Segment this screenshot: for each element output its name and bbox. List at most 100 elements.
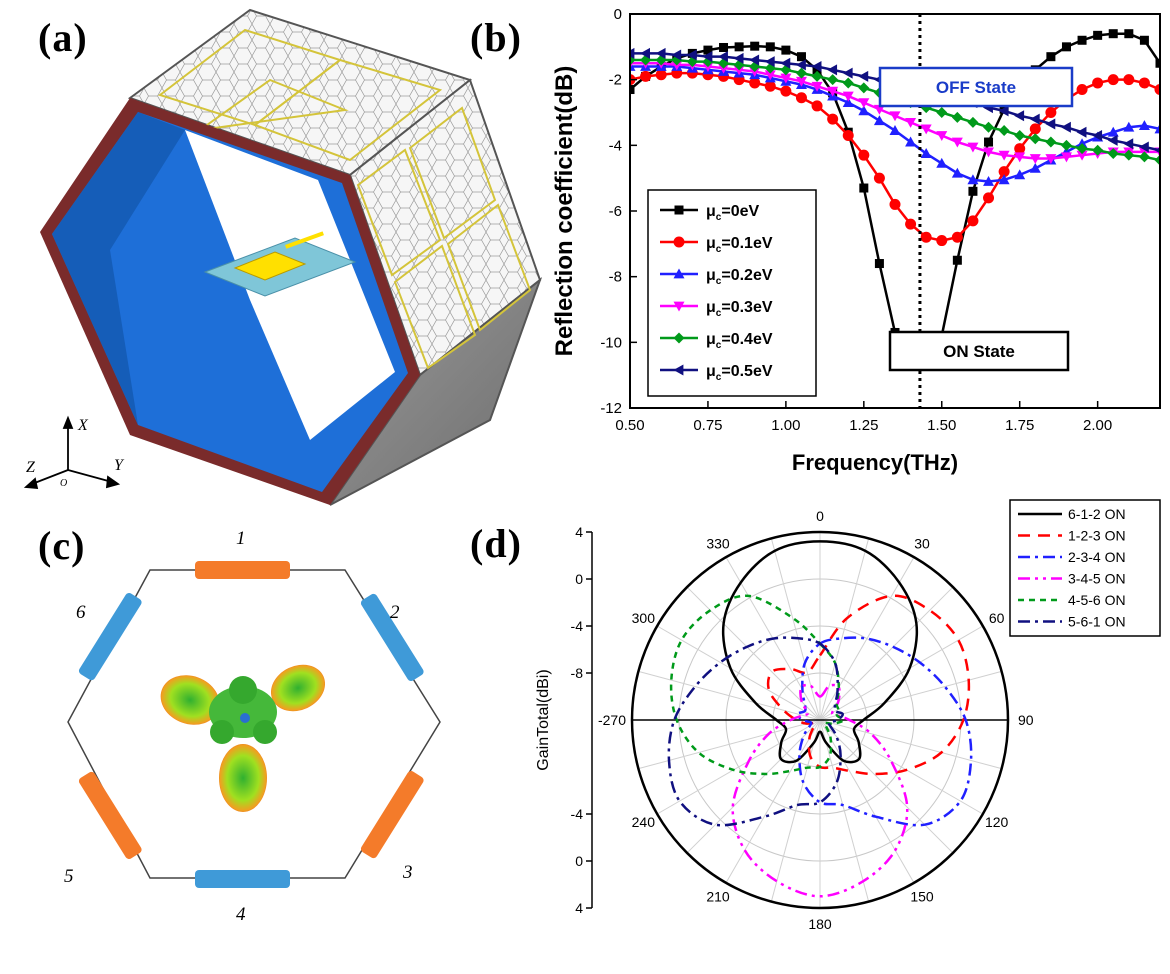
panel-c-label: (c) [38, 523, 86, 568]
grid-spoke-45 [819, 586, 954, 721]
series-5-point-0 [630, 47, 635, 59]
series-3-point-15 [858, 98, 870, 109]
legend-label-0: μc=0eV [706, 203, 760, 223]
y-tick-label: -12 [600, 400, 622, 417]
antenna-feed [285, 231, 324, 249]
series-1-point-18 [905, 218, 917, 230]
radial-tick-label: 4 [575, 900, 583, 916]
grid-spoke-210 [725, 719, 821, 884]
legend-label-2: μc=0.2eV [706, 267, 773, 287]
axis-z-label: Z [26, 459, 36, 476]
series-0-point-21 [952, 255, 962, 265]
series-2-point-22 [967, 174, 979, 185]
element-6-label: 6 [76, 602, 86, 623]
series-3-point-18 [905, 117, 917, 128]
series-5-point-3 [671, 49, 682, 61]
series-3-point-11 [795, 76, 807, 87]
panel-c: (c) 1 2 3 4 5 6 [0, 500, 520, 969]
series-4-point-13 [827, 74, 839, 86]
series-4-point-1 [640, 54, 652, 66]
coordinate-axes [23, 415, 121, 490]
panel-a: (a) [0, 0, 560, 510]
polar-legend-label-4: 4-5-6 ON [1068, 592, 1126, 608]
series-5-point-31 [1107, 134, 1118, 146]
top-patch-outlines [157, 28, 443, 162]
x-axis-label: Frequency(THz) [792, 450, 958, 475]
series-2-point-18 [905, 136, 917, 147]
radiation-pattern-3d [160, 664, 326, 812]
series-1-point-23 [983, 192, 995, 204]
series-1-point-9 [764, 80, 776, 92]
series-0-point-23 [984, 137, 994, 147]
series-2-point-0 [630, 61, 636, 71]
series-1-point-22 [967, 215, 979, 227]
series-1-point-33 [1138, 77, 1150, 89]
panel-d-label: (d) [470, 521, 522, 566]
series-1-point-32 [1123, 74, 1135, 86]
series-5-point-28 [1060, 121, 1071, 133]
right-patch-outlines [356, 106, 532, 370]
series-5-point-8 [749, 54, 760, 66]
series-3-point-24 [998, 150, 1010, 161]
radial-axis-label: GainTotal(dBi) [535, 669, 552, 770]
legend-marker-4 [673, 332, 685, 344]
radial-tick-label: 0 [575, 571, 583, 587]
series-2-point-31 [1107, 126, 1119, 137]
series-5-point-6 [718, 51, 728, 63]
series-0-point-31 [1108, 29, 1118, 39]
series-2-point-24 [998, 174, 1010, 185]
panel-b-label: (b) [470, 15, 522, 60]
series-2-point-21 [951, 167, 963, 178]
hexagonal-cube-illustration: X Y Z O [23, 8, 543, 506]
series-5-point-32 [1123, 138, 1134, 150]
series-5-point-29 [1076, 126, 1087, 138]
grid-spoke-105 [819, 719, 1002, 770]
hexagon-array-diagram: 1 2 3 4 5 6 [64, 528, 441, 925]
x-tick-label: 0.50 [615, 417, 644, 434]
series-3-point-21 [951, 137, 963, 148]
series-0-point-12 [812, 65, 822, 75]
series-2-point-23 [983, 175, 995, 186]
series-1-point-26 [1029, 123, 1041, 135]
series-4-point-24 [998, 125, 1010, 137]
series-4-point-22 [967, 116, 979, 128]
angle-label: 210 [706, 889, 730, 905]
series-5-point-25 [1014, 110, 1025, 122]
series-3-point-13 [827, 86, 839, 97]
series-4-point-25 [1014, 129, 1026, 141]
series-0-point-15 [859, 183, 869, 193]
angle-label: 60 [989, 610, 1005, 626]
angle-label: 0 [816, 508, 824, 524]
series-3-point-16 [873, 104, 885, 115]
grid-spoke-315 [686, 586, 821, 721]
outer-circle [630, 530, 1010, 910]
series-0-point-33 [1139, 35, 1149, 45]
polar-gain-chart: 0 30 60 90 120 150 180 210 240 -270 300 330 4 0 -4 -8 -4… [535, 499, 1161, 932]
element-6-bar [78, 593, 142, 681]
angle-label: 240 [632, 814, 656, 830]
panel-b: (b) 0.50 0.75 1.00 1.25 1.50 1.75 2.00 0 -2 -4 -6 -… [470, 0, 1170, 500]
axis-o-label: O [60, 478, 67, 489]
series-0-point-22 [968, 186, 978, 196]
x-tick-label: 1.00 [771, 417, 800, 434]
grid-spoke-285 [638, 670, 821, 721]
element-1-label: 1 [236, 528, 246, 549]
series-1-point-34 [1154, 84, 1160, 96]
series-1-point-11 [795, 92, 807, 104]
on-state-label: ON State [943, 342, 1015, 361]
off-state-box [878, 66, 1074, 108]
radial-tick-label: 4 [575, 524, 583, 540]
y-tick-label: -4 [609, 137, 622, 154]
series-3-point-27 [1045, 154, 1057, 164]
grid-spoke-225 [686, 719, 821, 854]
polar-series-3 [731, 683, 909, 898]
series-4-point-11 [795, 67, 807, 79]
series-4-point-12 [811, 70, 823, 82]
series-4-point-32 [1123, 149, 1135, 161]
series-0-point-29 [1077, 35, 1087, 45]
series-5-point-27 [1045, 118, 1056, 130]
series-5-point-5 [702, 51, 713, 63]
series-4-point-26 [1029, 133, 1041, 145]
antenna-patch [233, 251, 307, 281]
grid-spoke-120 [819, 719, 984, 815]
